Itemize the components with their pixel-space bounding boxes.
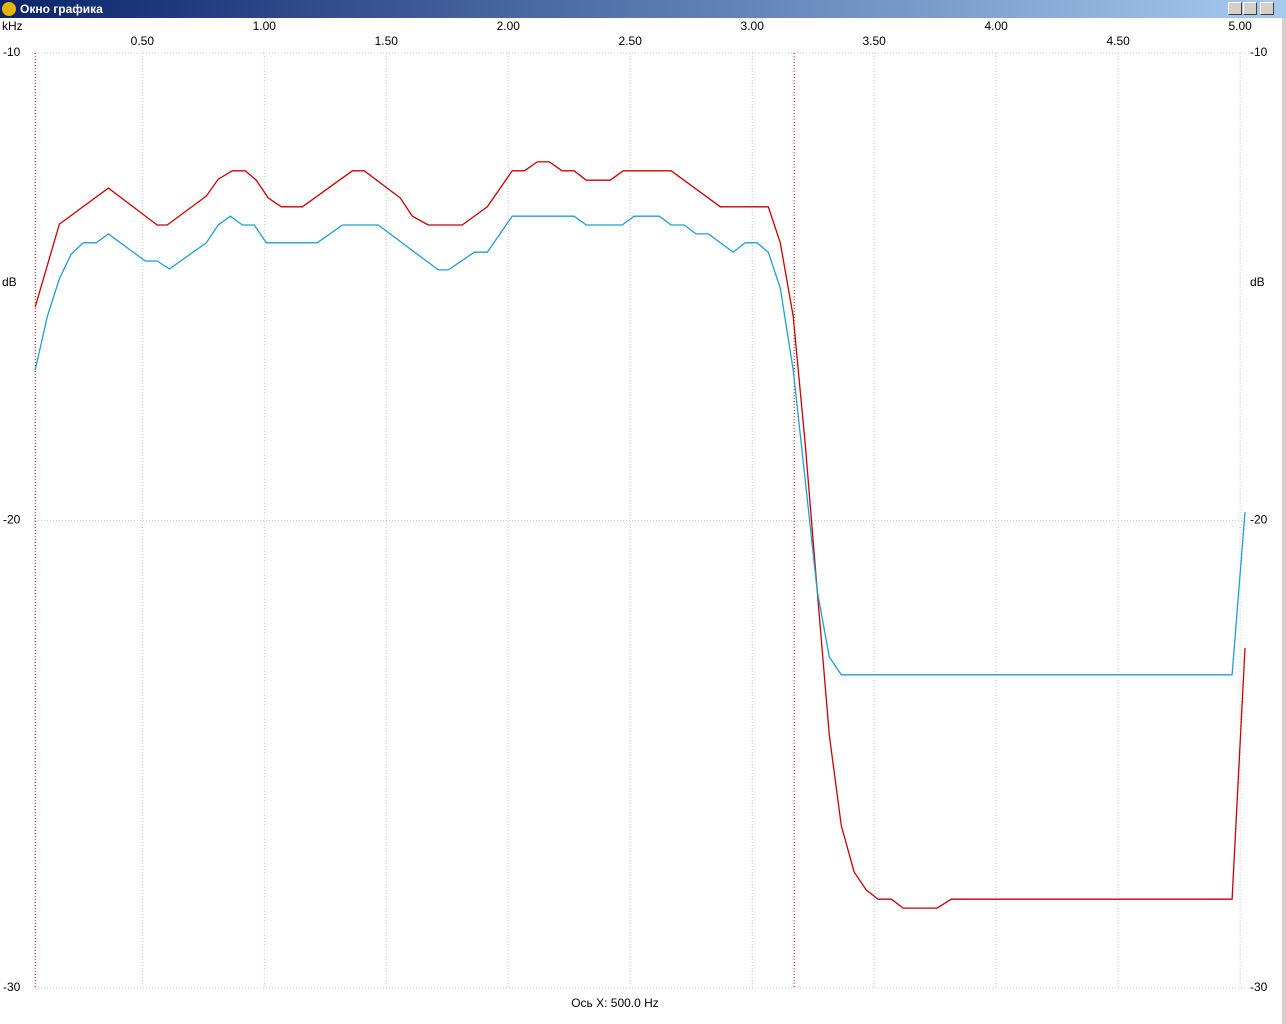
x-axis-caption: Ось X: 500.0 Hz — [571, 996, 659, 1010]
x-tick-label: 1.50 — [375, 34, 399, 48]
x-tick-label: 2.50 — [619, 34, 643, 48]
y-tick-label-right: -20 — [1250, 513, 1268, 527]
maximize-button[interactable] — [1243, 2, 1257, 15]
x-axis-unit: kHz — [2, 19, 23, 33]
app-icon — [2, 2, 16, 16]
series-line — [34, 215, 1246, 676]
y-axis-unit: dB — [2, 275, 17, 289]
x-tick-label: 0.50 — [131, 34, 155, 48]
minimize-button[interactable] — [1228, 2, 1242, 15]
x-tick-label: 4.00 — [984, 19, 1008, 33]
y-tick-label: -10 — [3, 45, 21, 59]
series-line — [34, 161, 1246, 909]
title-bar: Окно графика — [0, 0, 1286, 18]
window-title: Окно графика — [20, 2, 103, 16]
x-tick-label: 1.00 — [253, 19, 277, 33]
chart: kHz dB dB Ось X: 500.0 Hz -10 -10 -20 -20 -3… — [2, 18, 1286, 1024]
x-tick-label: 2.00 — [497, 19, 521, 33]
close-button[interactable] — [1260, 2, 1274, 15]
x-tick-label: 4.50 — [1106, 34, 1130, 48]
x-tick-label: 3.50 — [863, 34, 887, 48]
y-tick-label-right: -30 — [1250, 980, 1268, 994]
x-tick-label: 5.00 — [1228, 19, 1252, 33]
y-tick-label-right: -10 — [1250, 45, 1268, 59]
window-border — [1282, 18, 1286, 1024]
y-axis-unit-right: dB — [1250, 275, 1265, 289]
x-tick-label: 3.00 — [741, 19, 765, 33]
y-tick-label: -30 — [3, 980, 21, 994]
y-tick-label: -20 — [3, 513, 21, 527]
